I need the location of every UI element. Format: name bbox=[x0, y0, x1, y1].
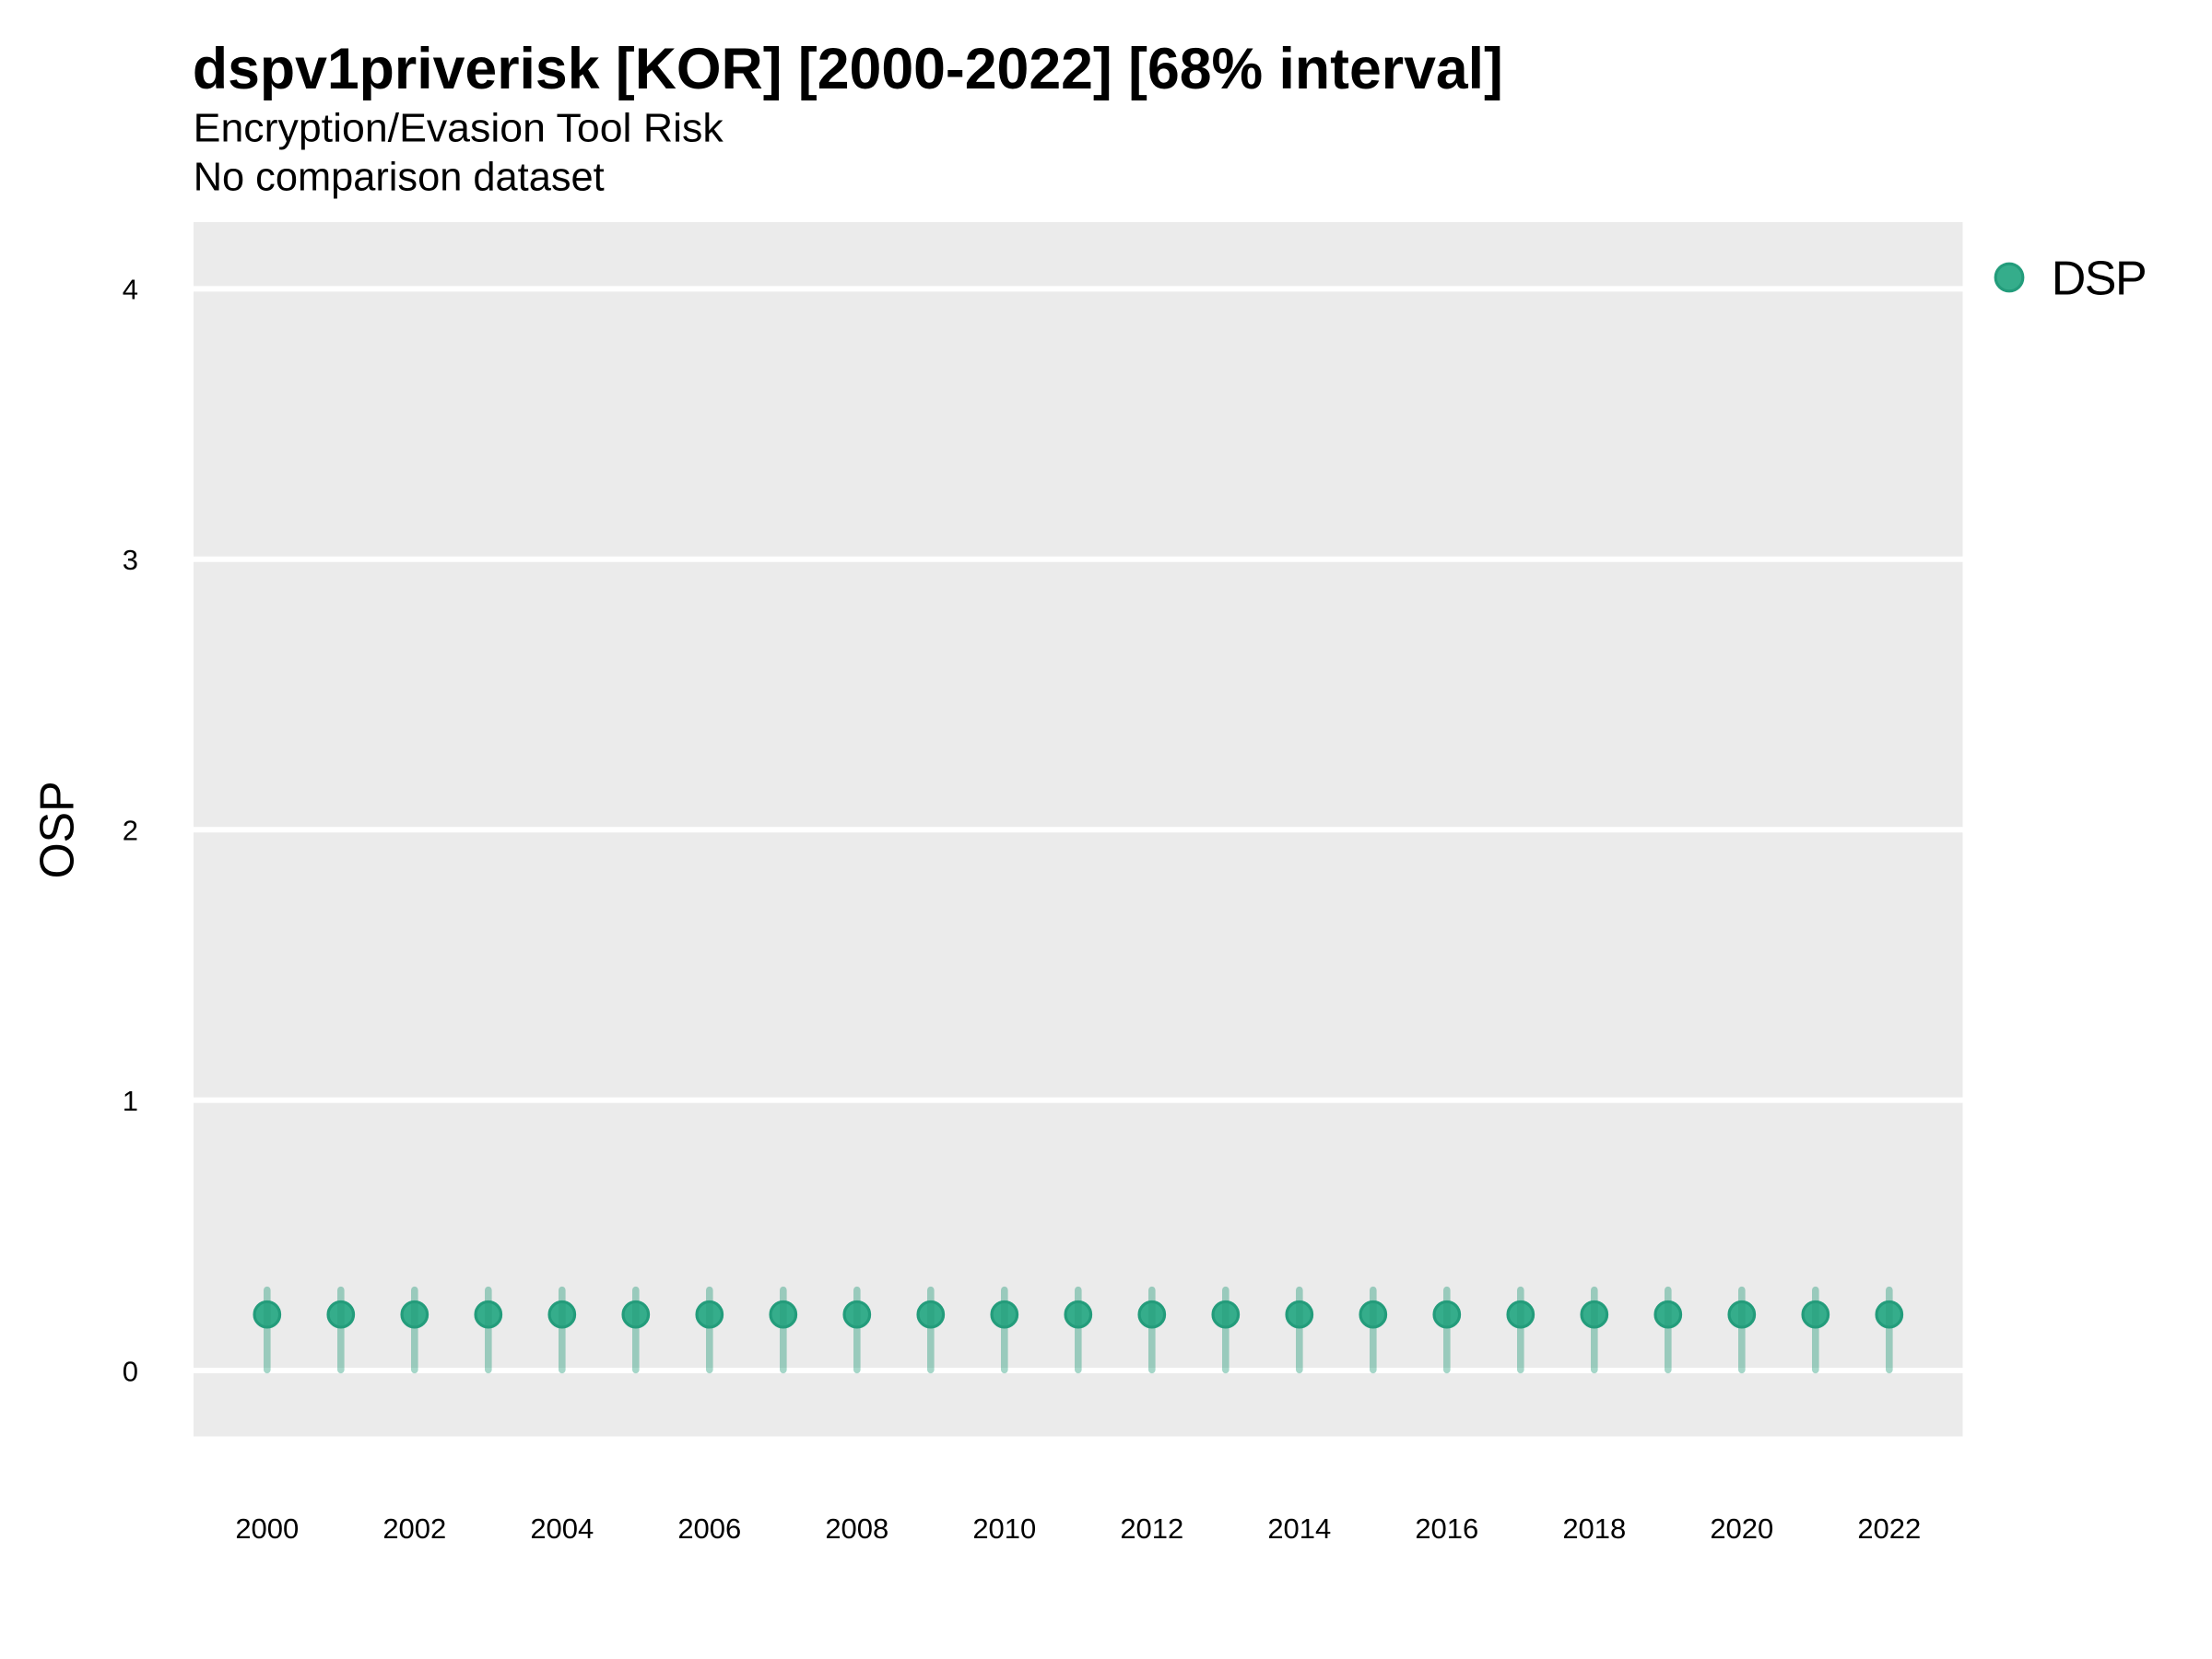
svg-text:dspv1priverisk [KOR] [2000-202: dspv1priverisk [KOR] [2000-2022] [68% in… bbox=[193, 37, 1503, 101]
svg-text:2: 2 bbox=[123, 815, 138, 847]
svg-text:OSP: OSP bbox=[31, 781, 85, 878]
svg-text:Encryption/Evasion Tool Risk: Encryption/Evasion Tool Risk bbox=[194, 105, 724, 150]
svg-text:1: 1 bbox=[123, 1085, 138, 1117]
svg-text:3: 3 bbox=[123, 544, 138, 576]
svg-text:2012: 2012 bbox=[1120, 1512, 1183, 1545]
svg-text:2014: 2014 bbox=[1267, 1512, 1331, 1545]
svg-text:2020: 2020 bbox=[1710, 1512, 1773, 1545]
svg-text:2016: 2016 bbox=[1415, 1512, 1478, 1545]
svg-text:2022: 2022 bbox=[1857, 1512, 1921, 1545]
svg-text:2006: 2006 bbox=[677, 1512, 741, 1545]
svg-text:DSP: DSP bbox=[2052, 253, 2147, 306]
svg-text:2004: 2004 bbox=[530, 1512, 594, 1545]
svg-text:4: 4 bbox=[123, 274, 138, 306]
svg-text:2000: 2000 bbox=[235, 1512, 299, 1545]
svg-text:2008: 2008 bbox=[825, 1512, 888, 1545]
svg-text:0: 0 bbox=[123, 1355, 138, 1387]
svg-text:2010: 2010 bbox=[972, 1512, 1036, 1545]
svg-text:No comparison dataset: No comparison dataset bbox=[194, 154, 605, 199]
svg-text:2018: 2018 bbox=[1562, 1512, 1626, 1545]
svg-text:2002: 2002 bbox=[382, 1512, 446, 1545]
